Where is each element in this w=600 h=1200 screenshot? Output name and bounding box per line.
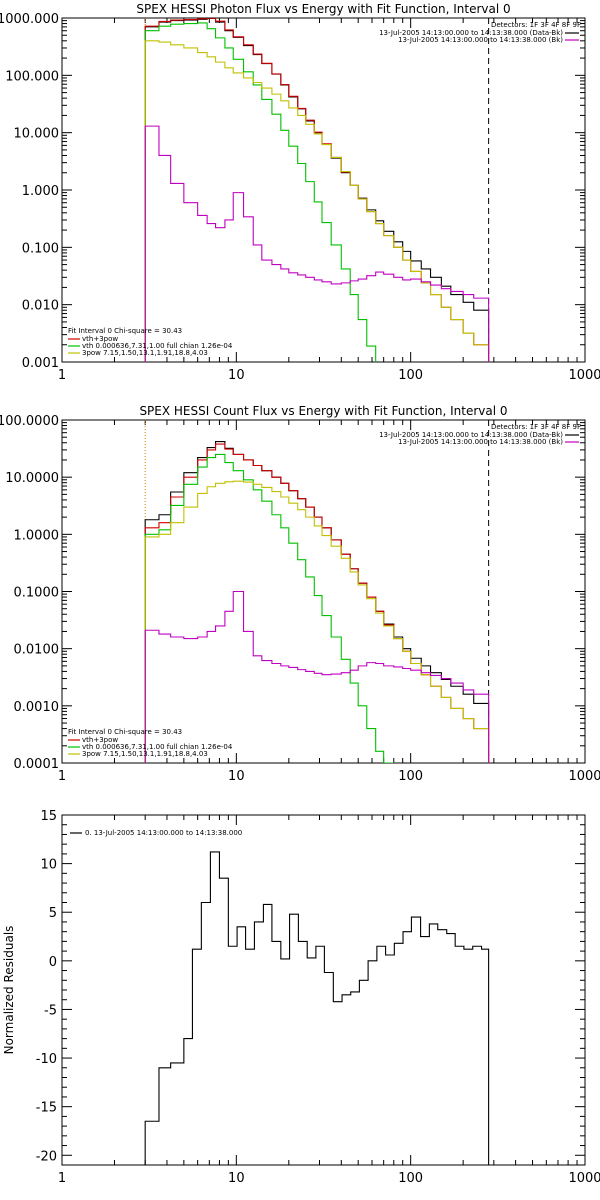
x-tick-label: 1000 [568, 769, 600, 784]
x-tick-label: 10 [228, 1171, 245, 1186]
y-tick-label: 0.0010 [14, 700, 60, 715]
residuals-panel: 1 10 100 1000 -20 -15 -10 -5 0 5 10 15 Normalized Re… [2, 809, 600, 1186]
legend-entry: 13-Jul-2005 14:13:00.000 to 14:13:38.000… [398, 36, 563, 44]
y-axis: 0.001 0.010 0.100 1.000 10.000 100.000 1000.00… [0, 12, 585, 371]
series-4-line [144, 125, 490, 362]
series-2-line [144, 22, 377, 362]
x-axis: 1 10 100 1000 [58, 18, 600, 383]
series-1-line [144, 443, 490, 763]
legend-entry: vth+3pow [82, 736, 118, 744]
y-tick-label: -15 [36, 1101, 57, 1116]
y-tick-label: 0.001 [22, 356, 59, 371]
fit-label: Fit Interval 0 Chi-square = 30.43 [68, 728, 182, 736]
chart-title: SPEX HESSI Count Flux vs Energy with Fit… [139, 404, 507, 418]
x-tick-label: 100 [398, 1171, 423, 1186]
series-3-line [144, 40, 490, 362]
plot-frame [61, 419, 586, 764]
y-tick-label: 1.0000 [14, 528, 60, 543]
legend-entry: 13-Jul-2005 14:13:00.000 to 14:13:38.000… [379, 29, 563, 37]
plot-frame [61, 17, 586, 363]
legend-entry: 0. 13-Jul-2005 14:13:00.000 to 14:13:38.… [85, 829, 242, 837]
y-tick-label: 10 [40, 858, 57, 873]
x-tick-label: 1000 [568, 368, 600, 383]
legend-entry: 3pow 7.15,1.50,13.1,1.91,18.8,4.03 [82, 349, 208, 357]
x-tick-label: 1 [58, 769, 66, 784]
y-axis: -20 -15 -10 -5 0 5 10 15 [36, 809, 585, 1164]
y-tick-label: -10 [36, 1052, 57, 1067]
series-0-line [144, 18, 490, 362]
y-tick-label: 100.0000 [0, 414, 59, 429]
x-tick-label: 10 [228, 368, 245, 383]
series-1-line [144, 18, 490, 362]
y-tick-label: 10.000 [14, 127, 60, 142]
y-tick-label: 1.000 [22, 184, 59, 199]
x-axis: 1 10 100 1000 [58, 815, 600, 1186]
y-tick-label: 5 [49, 906, 57, 921]
x-tick-label: 1000 [568, 1171, 600, 1186]
series-2-line [144, 453, 395, 763]
plot-frame [61, 814, 586, 1166]
x-tick-label: 1 [58, 1171, 66, 1186]
plot-area [144, 851, 490, 1165]
x-tick-label: 1 [58, 368, 66, 383]
x-tick-label: 100 [398, 368, 423, 383]
detectors-label: Detectors: 1F 3F 4F 8F 9F [491, 21, 581, 29]
y-tick-label: 0.100 [22, 241, 59, 256]
y-tick-label: 0.010 [22, 299, 59, 314]
x-axis: 1 10 100 1000 [58, 420, 600, 784]
y-axis-label: Normalized Residuals [2, 926, 16, 1055]
y-tick-label: 0.1000 [14, 586, 60, 601]
y-tick-label: 0.0001 [14, 757, 60, 772]
x-tick-label: 100 [398, 769, 423, 784]
legend-entry: vth+3pow [82, 335, 118, 343]
legend-entry: 13-Jul-2005 14:13:00.000 to 14:13:38.000… [379, 431, 563, 439]
y-tick-label: -5 [44, 1003, 57, 1018]
plot-area [144, 18, 490, 362]
series-3-line [144, 480, 490, 763]
y-tick-label: -20 [36, 1149, 57, 1164]
y-tick-label: 1000.000 [0, 12, 59, 27]
plot-area [144, 420, 490, 763]
series-0-line [144, 851, 490, 1165]
fit-label: Fit Interval 0 Chi-square = 30.43 [68, 327, 182, 335]
count-flux-panel: SPEX HESSI Count Flux vs Energy with Fit… [0, 404, 600, 784]
y-tick-label: 0.0100 [14, 643, 60, 658]
legend-entry: vth 0.000636,7.31,1.00 full chian 1.26e-… [82, 743, 233, 751]
chart-title: SPEX HESSI Photon Flux vs Energy with Fi… [136, 2, 510, 16]
y-axis: 0.0001 0.0010 0.0100 0.1000 1.0000 10.0000 100… [0, 414, 585, 772]
photon-flux-panel: SPEX HESSI Photon Flux vs Energy with Fi… [0, 2, 600, 383]
legend-entry: 13-Jul-2005 14:13:00.000 to 14:13:38.000… [398, 438, 563, 446]
x-tick-label: 10 [228, 769, 245, 784]
series-4-line [144, 590, 490, 763]
y-tick-label: 10.0000 [5, 471, 59, 486]
y-tick-label: 0 [49, 955, 57, 970]
y-tick-label: 100.000 [5, 69, 59, 84]
series-0-line [144, 440, 490, 763]
detectors-label: Detectors: 1F 3F 4F 8F 9F [491, 423, 581, 431]
legend-entry: 3pow 7.15,1.50,13.1,1.91,18.8,4.03 [82, 750, 208, 758]
legend-entry: vth 0.000636,7.31,1.00 full chian 1.26e-… [82, 342, 233, 350]
y-tick-label: 15 [40, 809, 57, 824]
